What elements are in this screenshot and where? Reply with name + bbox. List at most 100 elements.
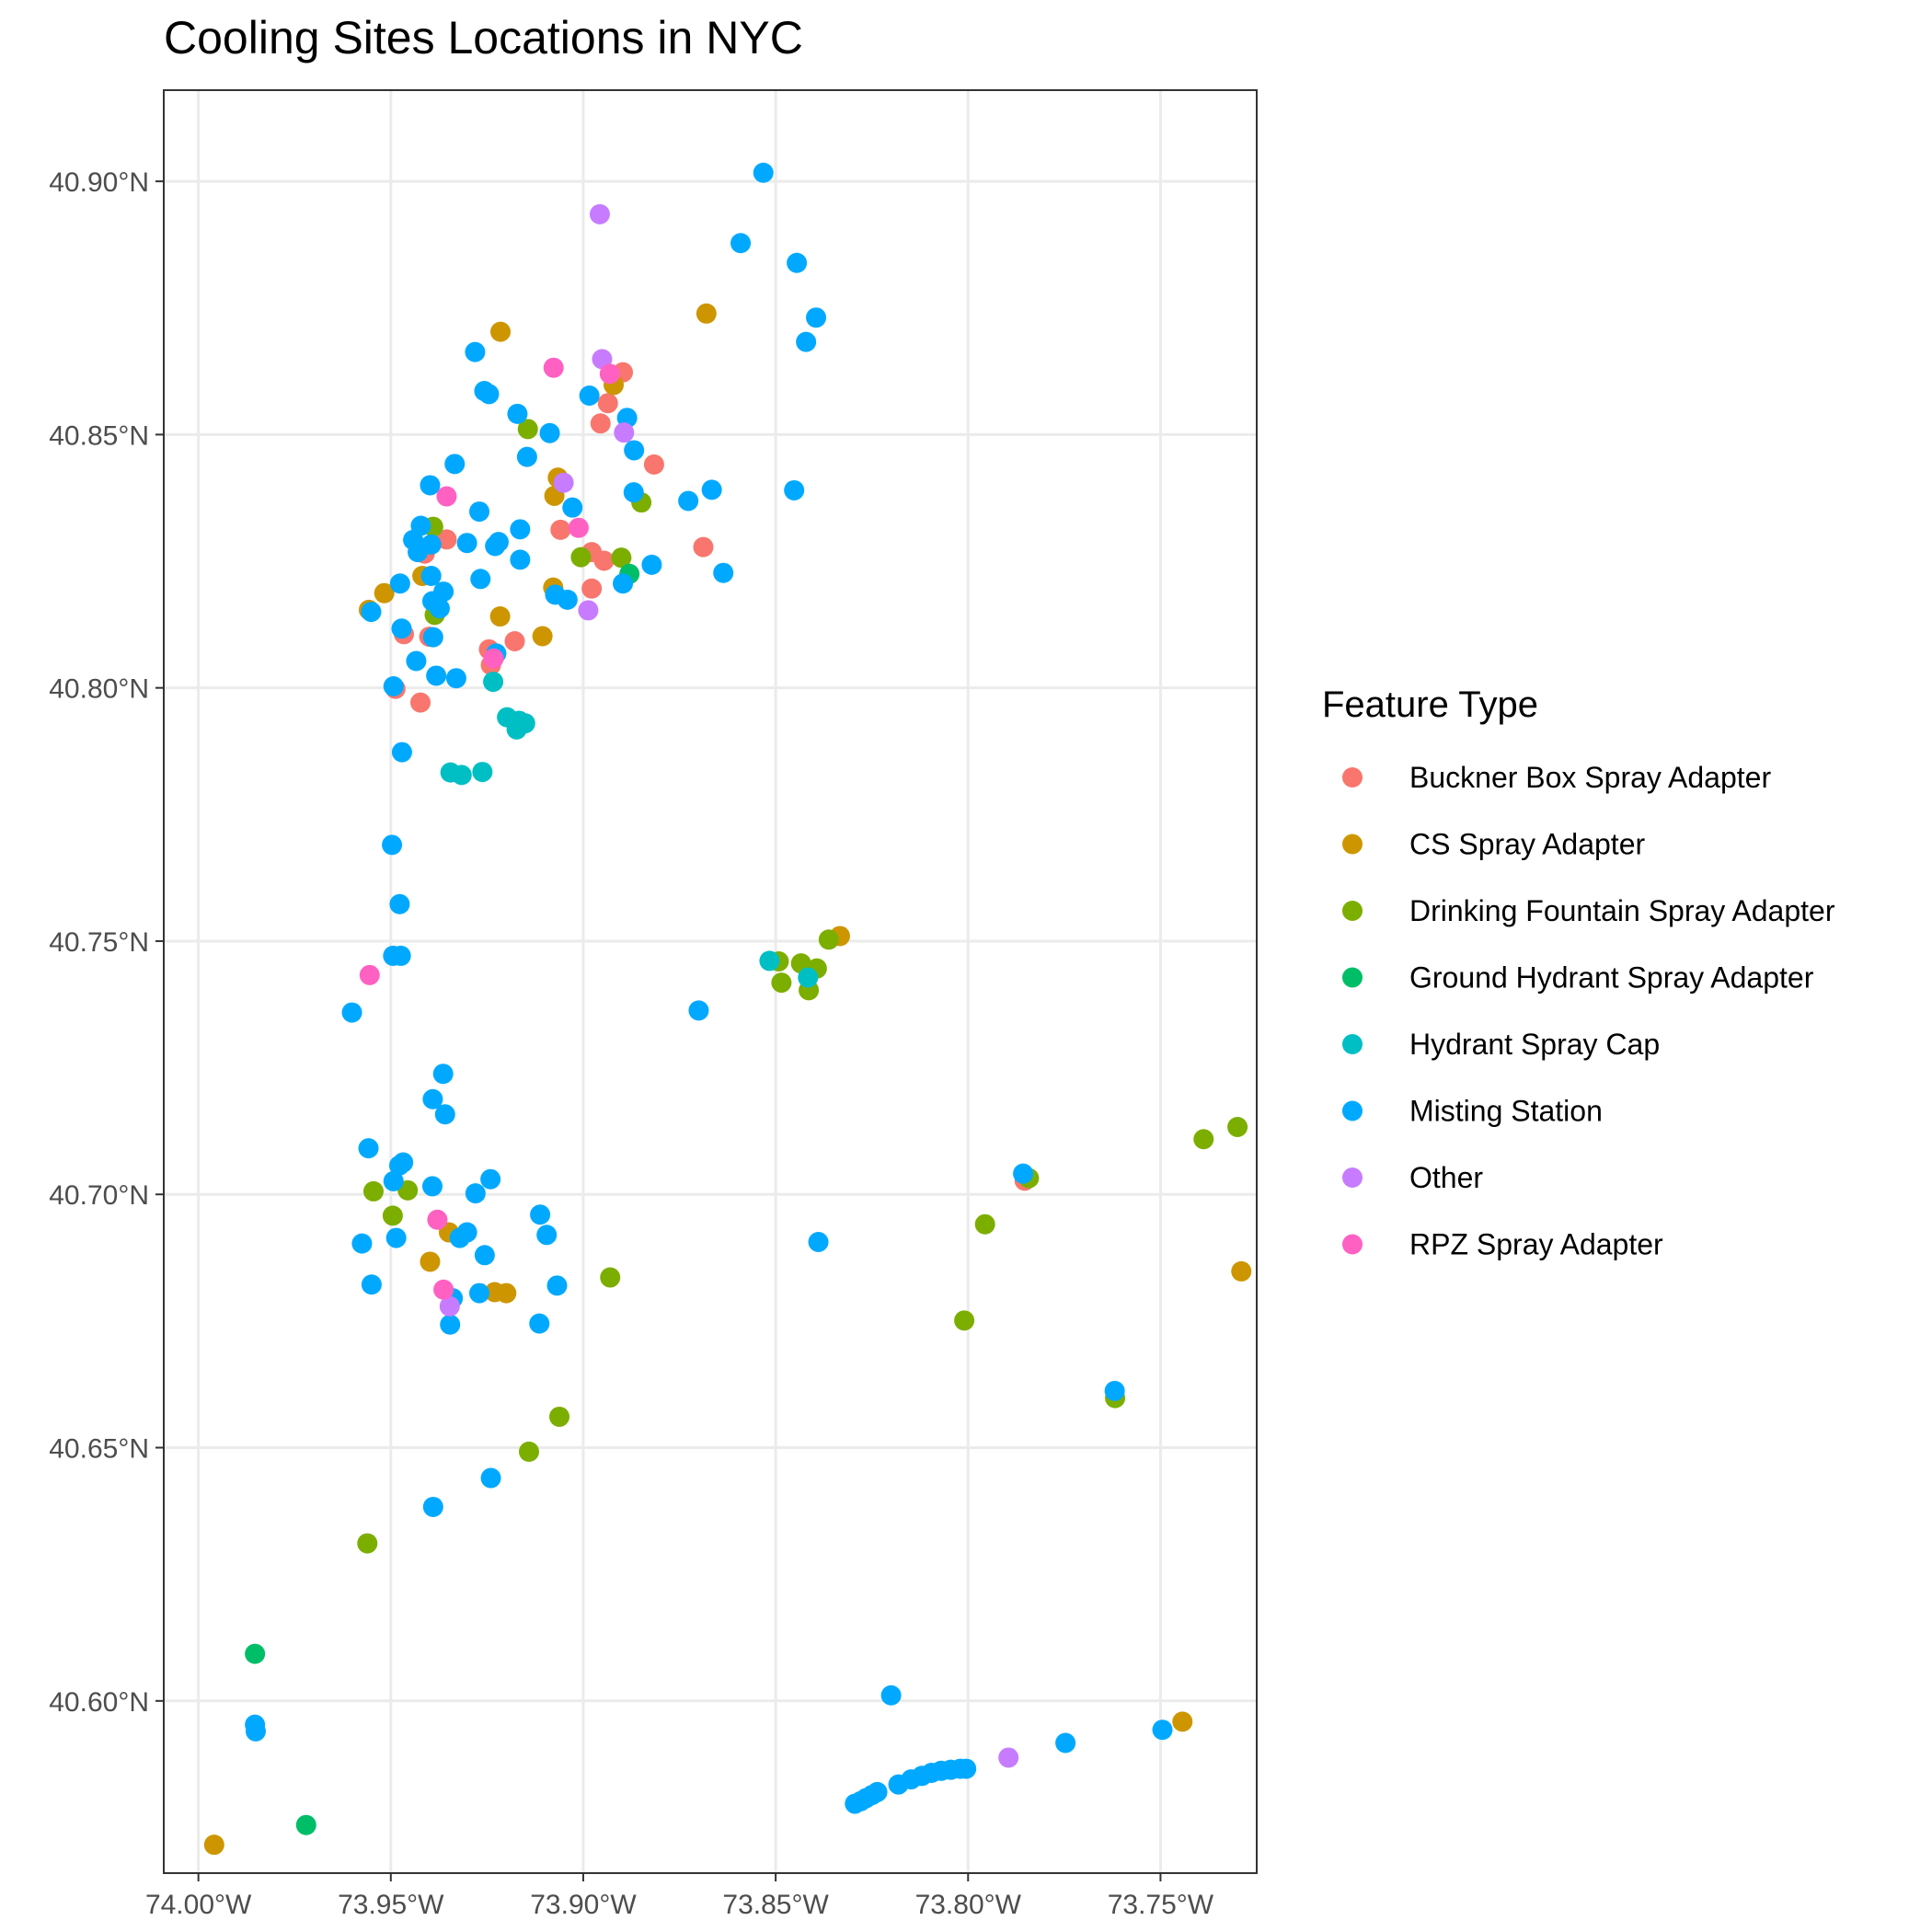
data-point bbox=[444, 454, 466, 475]
data-point bbox=[600, 1267, 621, 1288]
legend-key bbox=[1342, 834, 1363, 855]
data-point bbox=[474, 1245, 495, 1266]
data-point bbox=[532, 626, 553, 647]
legend-item: Hydrant Spray Cap bbox=[1342, 1028, 1660, 1061]
data-point bbox=[449, 1227, 470, 1248]
data-point bbox=[480, 1168, 501, 1190]
data-point bbox=[383, 1170, 404, 1191]
data-point bbox=[954, 1310, 975, 1331]
legend-title: Feature Type bbox=[1322, 684, 1538, 725]
data-point bbox=[880, 1685, 902, 1706]
data-point bbox=[798, 967, 819, 988]
data-point bbox=[359, 964, 380, 985]
data-point bbox=[420, 475, 441, 496]
data-point bbox=[436, 529, 457, 550]
legend-key bbox=[1342, 1100, 1363, 1121]
legend-item: Misting Station bbox=[1342, 1095, 1603, 1128]
plot-panel-border bbox=[163, 89, 1258, 1874]
data-point bbox=[597, 393, 618, 414]
data-point bbox=[787, 252, 808, 273]
data-point bbox=[589, 203, 610, 224]
data-point bbox=[391, 742, 412, 763]
data-point bbox=[784, 479, 805, 500]
data-point bbox=[693, 536, 714, 558]
data-point bbox=[956, 1758, 977, 1779]
data-point bbox=[465, 341, 486, 362]
data-point bbox=[590, 413, 611, 434]
data-point bbox=[581, 578, 603, 599]
data-point bbox=[382, 1205, 403, 1226]
data-point bbox=[389, 893, 410, 914]
data-point bbox=[1013, 1163, 1034, 1184]
legend-key bbox=[1342, 1167, 1363, 1188]
data-point bbox=[678, 490, 699, 512]
data-point bbox=[374, 582, 395, 604]
data-point bbox=[422, 1088, 443, 1110]
data-point bbox=[713, 562, 734, 583]
data-point bbox=[1152, 1719, 1173, 1741]
data-point bbox=[469, 1282, 490, 1304]
data-point bbox=[579, 385, 600, 406]
data-point bbox=[426, 665, 447, 686]
data-point bbox=[796, 331, 817, 352]
data-point bbox=[420, 565, 442, 586]
data-point bbox=[389, 573, 410, 594]
y-tick-label: 40.65°N bbox=[49, 1434, 149, 1465]
data-point bbox=[1055, 1732, 1076, 1754]
data-point bbox=[383, 676, 404, 697]
grid-lines bbox=[164, 90, 1257, 1873]
x-tick-label: 73.85°W bbox=[722, 1890, 829, 1920]
legend-label: Buckner Box Spray Adapter bbox=[1409, 761, 1771, 794]
data-point bbox=[643, 454, 664, 475]
data-point bbox=[362, 1180, 384, 1202]
data-point bbox=[440, 1314, 461, 1335]
y-tick-label: 40.75°N bbox=[49, 927, 149, 958]
data-point bbox=[351, 1233, 373, 1254]
legend-key bbox=[1342, 901, 1363, 921]
data-point bbox=[509, 710, 530, 731]
data-point bbox=[391, 618, 412, 639]
data-point bbox=[553, 472, 574, 493]
data-point bbox=[1104, 1380, 1125, 1401]
legend-label: Ground Hydrant Spray Adapter bbox=[1409, 961, 1814, 995]
data-point bbox=[867, 1781, 888, 1802]
data-point bbox=[341, 1002, 362, 1023]
data-point bbox=[539, 422, 560, 443]
data-point bbox=[696, 303, 717, 324]
data-point bbox=[688, 1000, 709, 1021]
legend-item: RPZ Spray Adapter bbox=[1342, 1228, 1663, 1261]
data-point bbox=[382, 834, 403, 856]
data-point bbox=[550, 519, 571, 540]
data-point bbox=[470, 569, 491, 590]
x-tick-label: 73.75°W bbox=[1108, 1890, 1214, 1920]
data-point bbox=[516, 446, 537, 467]
data-point bbox=[974, 1213, 995, 1235]
data-point bbox=[504, 631, 525, 652]
series-3 bbox=[245, 563, 640, 1835]
data-point bbox=[480, 1467, 501, 1489]
legend-key bbox=[1342, 1034, 1363, 1054]
data-point bbox=[730, 233, 752, 254]
data-point bbox=[562, 497, 583, 518]
y-tick-label: 40.90°N bbox=[49, 167, 149, 198]
legend: Feature Type Buckner Box Spray Adapter CS… bbox=[1322, 684, 1835, 1261]
data-point bbox=[422, 627, 443, 648]
data-point bbox=[530, 1204, 551, 1225]
data-point bbox=[1227, 1117, 1248, 1138]
data-point bbox=[406, 650, 427, 672]
legend-label: Drinking Fountain Spray Adapter bbox=[1409, 894, 1835, 927]
data-point bbox=[507, 403, 528, 424]
data-point bbox=[422, 1496, 443, 1517]
data-point bbox=[451, 765, 472, 786]
data-point bbox=[578, 600, 599, 621]
data-point bbox=[613, 573, 634, 594]
axes: 74.00°W 73.95°W 73.90°W 73.85°W 73.80°W 73.75… bbox=[49, 167, 1214, 1920]
data-point bbox=[245, 1720, 266, 1742]
data-point bbox=[357, 1533, 378, 1554]
data-point bbox=[203, 1834, 224, 1856]
data-point bbox=[771, 972, 792, 994]
data-point bbox=[808, 1231, 829, 1252]
data-point bbox=[427, 1209, 448, 1230]
series-1 bbox=[203, 303, 1252, 1856]
legend-item: Other bbox=[1342, 1161, 1483, 1194]
